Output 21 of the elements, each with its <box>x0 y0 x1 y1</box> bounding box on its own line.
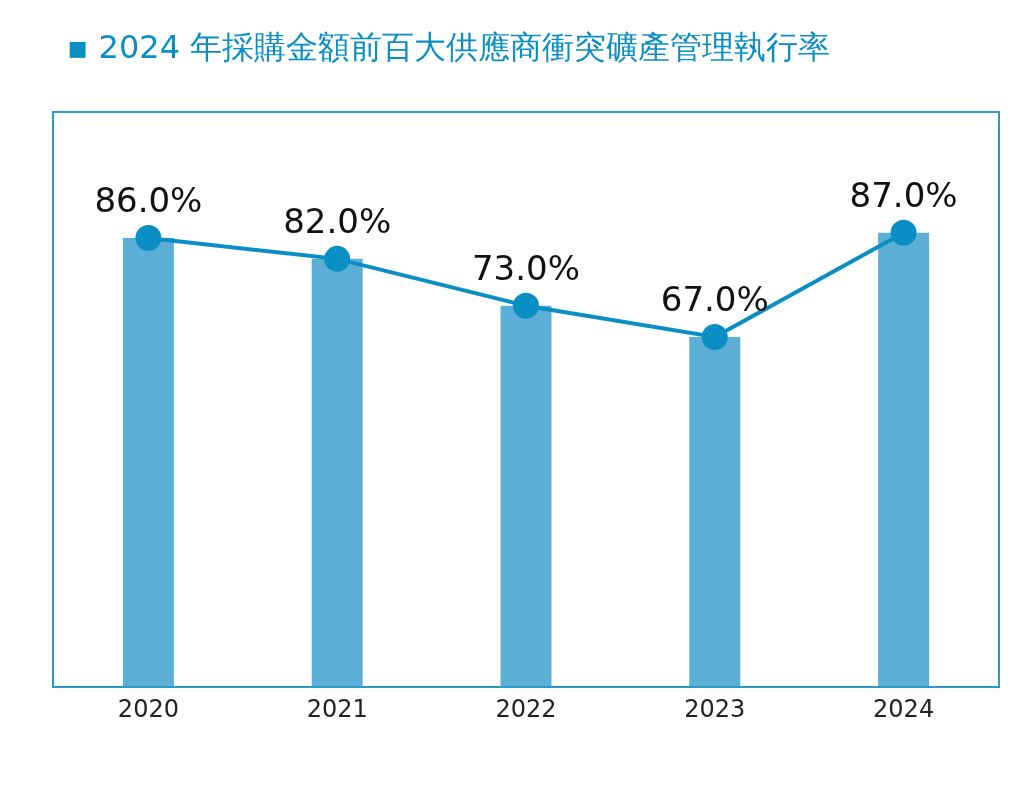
x-tick-label: 2021 <box>306 694 368 723</box>
x-tick-label: 2024 <box>873 694 935 723</box>
x-tick-label: 2022 <box>495 694 557 723</box>
point <box>890 219 917 246</box>
data-label: 82.0% <box>283 201 392 242</box>
data-label: 73.0% <box>471 247 581 288</box>
bar <box>500 305 552 686</box>
bar <box>311 258 363 686</box>
point <box>324 245 351 272</box>
bar <box>122 238 174 686</box>
point <box>701 323 728 350</box>
x-tick-label: 2023 <box>684 694 746 723</box>
point <box>135 225 162 252</box>
bar <box>689 336 741 686</box>
point <box>513 292 539 319</box>
data-label: 67.0% <box>660 279 769 320</box>
x-tick-label: 2020 <box>117 694 179 723</box>
bar <box>878 232 930 686</box>
data-label: 87.0% <box>849 175 958 216</box>
data-label: 86.0% <box>94 180 203 221</box>
chart-title: ▪ 2024 年採購金額前百大供應商衝突礦產管理執行率 <box>66 28 831 67</box>
